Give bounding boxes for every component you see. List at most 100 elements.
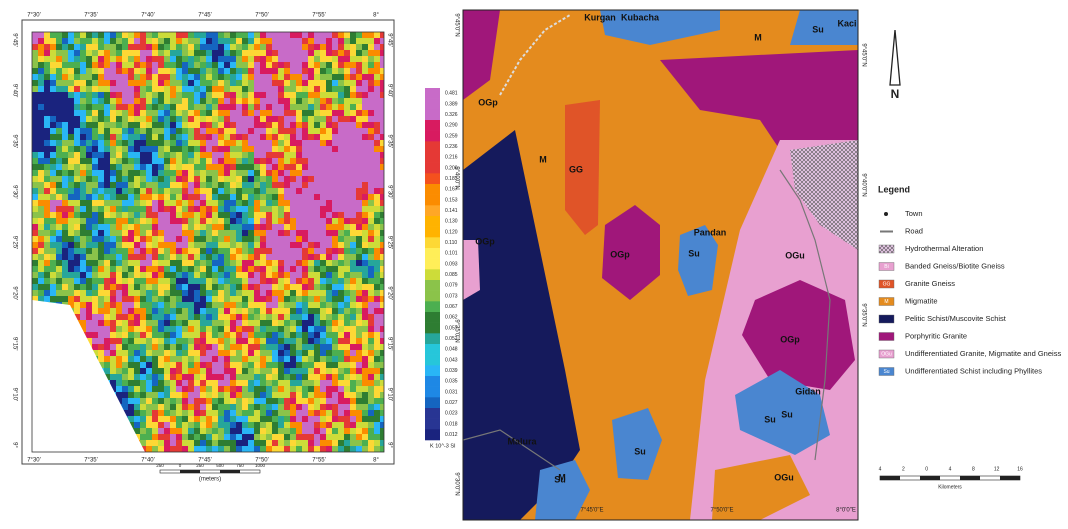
map-cell <box>344 134 350 140</box>
map-cell <box>338 188 344 194</box>
map-cell <box>158 134 164 140</box>
map-cell <box>314 350 320 356</box>
map-cell <box>56 92 62 98</box>
colorbar-label: 0.085 <box>445 272 458 278</box>
map-cell <box>140 68 146 74</box>
map-cell <box>170 308 176 314</box>
map-cell <box>362 230 368 236</box>
map-cell <box>164 398 170 404</box>
map-cell <box>92 74 98 80</box>
map-cell <box>326 260 332 266</box>
map-cell <box>116 278 122 284</box>
map-cell <box>56 284 62 290</box>
map-cell <box>68 146 74 152</box>
map-cell <box>320 158 326 164</box>
map-cell <box>344 338 350 344</box>
colorbar-label: 0.183 <box>445 176 458 182</box>
map-cell <box>266 86 272 92</box>
map-cell <box>272 302 278 308</box>
map-cell <box>170 242 176 248</box>
map-cell <box>116 398 122 404</box>
map-cell <box>254 302 260 308</box>
map-cell <box>260 260 266 266</box>
map-cell <box>332 308 338 314</box>
map-cell <box>290 146 296 152</box>
map-cell <box>254 404 260 410</box>
map-cell <box>374 254 380 260</box>
map-cell <box>98 182 104 188</box>
map-cell <box>188 320 194 326</box>
map-cell <box>284 404 290 410</box>
map-cell <box>176 32 182 38</box>
map-cell <box>374 176 380 182</box>
legend-label: Porphyritic Granite <box>905 331 967 340</box>
map-cell <box>164 386 170 392</box>
map-cell <box>296 242 302 248</box>
map-label: Su <box>554 474 566 484</box>
map-cell <box>200 326 206 332</box>
map-cell <box>368 152 374 158</box>
map-cell <box>380 152 384 158</box>
map-cell <box>176 212 182 218</box>
map-cell <box>182 110 188 116</box>
map-cell <box>188 380 194 386</box>
map-cell <box>284 200 290 206</box>
road <box>499 14 571 96</box>
map-cell <box>296 236 302 242</box>
map-cell <box>110 260 116 266</box>
map-cell <box>266 194 272 200</box>
map-cell <box>344 278 350 284</box>
map-cell <box>362 410 368 416</box>
map-cell <box>218 110 224 116</box>
porphyritic-area <box>660 50 858 165</box>
map-cell <box>80 314 86 320</box>
map-cell <box>266 164 272 170</box>
map-cell <box>206 368 212 374</box>
map-cell <box>236 50 242 56</box>
map-cell <box>326 182 332 188</box>
map-cell <box>128 44 134 50</box>
map-cell <box>242 32 248 38</box>
map-cell <box>236 86 242 92</box>
map-cell <box>212 80 218 86</box>
map-cell <box>254 182 260 188</box>
map-cell <box>248 86 254 92</box>
map-cell <box>56 242 62 248</box>
map-cell <box>284 194 290 200</box>
map-cell <box>224 434 230 440</box>
map-cell <box>56 74 62 80</box>
map-cell <box>38 194 44 200</box>
map-cell <box>56 206 62 212</box>
map-label: Su <box>688 248 700 258</box>
map-cell <box>380 104 384 110</box>
road <box>463 429 561 471</box>
map-cell <box>278 374 284 380</box>
legend-label: Undifferentiated Granite, Migmatite and … <box>905 349 1061 358</box>
map-cell <box>92 50 98 56</box>
map-cell <box>380 122 384 128</box>
map-cell <box>86 272 92 278</box>
map-cell <box>374 44 380 50</box>
map-cell <box>146 410 152 416</box>
map-cell <box>260 86 266 92</box>
map-cell <box>326 386 332 392</box>
map-cell <box>260 410 266 416</box>
map-cell <box>272 242 278 248</box>
map-cell <box>380 32 384 38</box>
map-cell <box>248 332 254 338</box>
map-cell <box>212 200 218 206</box>
map-cell <box>122 188 128 194</box>
map-cell <box>80 86 86 92</box>
map-cell <box>284 356 290 362</box>
map-cell <box>62 278 68 284</box>
legend-swatch <box>878 332 895 341</box>
map-cell <box>218 332 224 338</box>
map-cell <box>284 104 290 110</box>
map-cell <box>380 164 384 170</box>
scale-tick: 12 <box>994 466 1000 472</box>
map-cell <box>260 176 266 182</box>
map-cell <box>230 314 236 320</box>
map-cell <box>260 230 266 236</box>
map-cell <box>56 32 62 38</box>
map-cell <box>308 374 314 380</box>
